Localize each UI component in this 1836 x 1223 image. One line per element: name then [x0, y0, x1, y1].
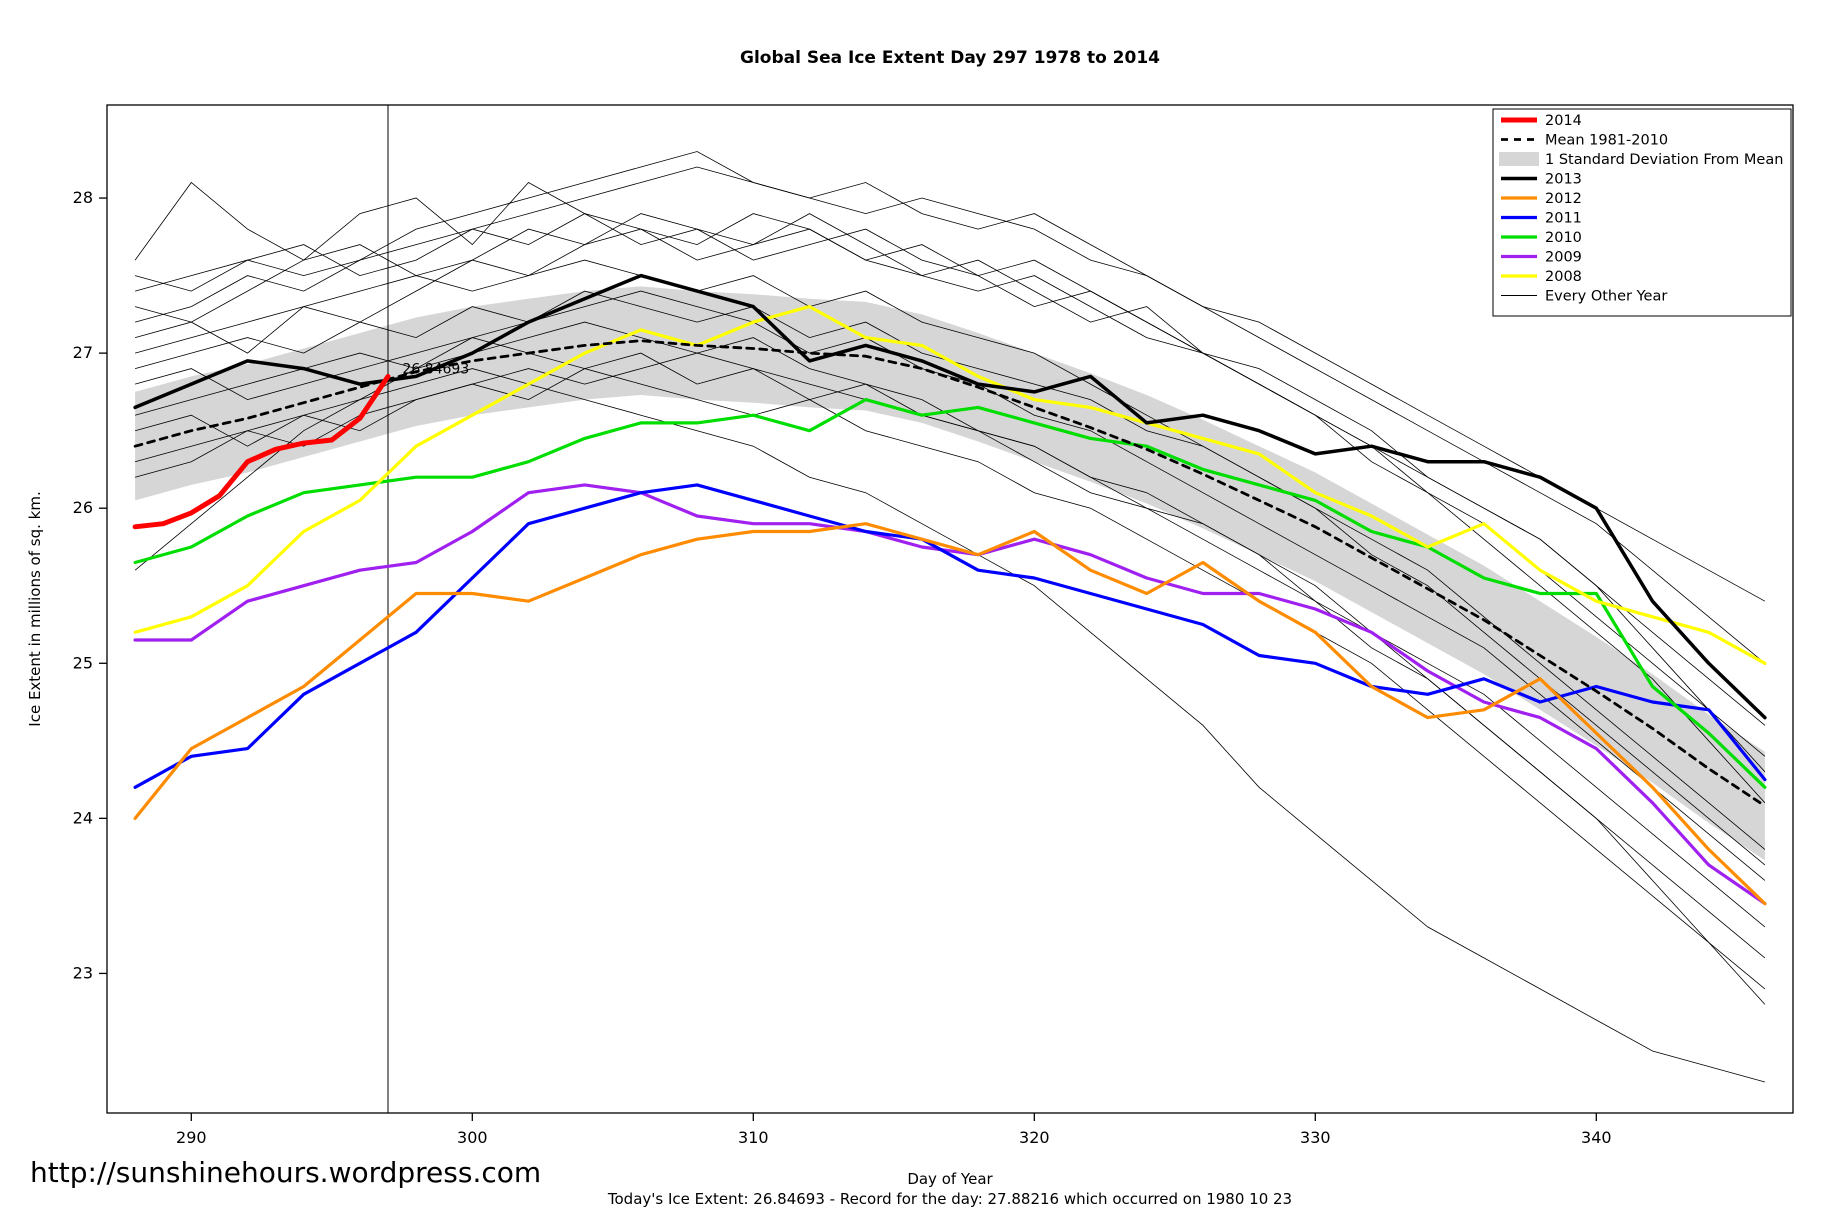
- other-year-line: [134, 290, 1766, 881]
- series-2012-line: [133, 522, 1767, 906]
- other-year-line: [134, 352, 1766, 959]
- x-tick-label: 330: [1300, 1128, 1331, 1147]
- other-year-line: [134, 368, 1766, 990]
- legend-label: 2014: [1545, 113, 1582, 129]
- legend-label: 2008: [1545, 269, 1582, 285]
- other-year-line: [134, 151, 1766, 602]
- legend-label: Mean 1981-2010: [1545, 133, 1668, 149]
- legend-box: [1492, 108, 1792, 317]
- x-tick-label: 300: [457, 1128, 488, 1147]
- y-tick-label: 24: [73, 808, 93, 827]
- other-year-line: [134, 259, 1766, 866]
- other-year-line: [134, 166, 1766, 664]
- y-tick-label: 23: [73, 963, 93, 982]
- x-tick-label: 290: [176, 1128, 207, 1147]
- std-dev-band: [135, 286, 1765, 861]
- legend-label: 1 Standard Deviation From Mean: [1545, 152, 1783, 168]
- legend-label: 2011: [1545, 211, 1582, 227]
- legend-label: 2010: [1545, 230, 1582, 246]
- x-tick-label: 310: [738, 1128, 769, 1147]
- series-2013-line: [133, 273, 1767, 720]
- series-mean-1981-2010-line: [133, 339, 1767, 808]
- other-year-line: [134, 181, 1766, 773]
- legend-label: 2012: [1545, 191, 1582, 207]
- current-value-label: 26.84693: [402, 361, 469, 377]
- other-year-line: [134, 213, 1766, 804]
- other-year-line: [134, 368, 1766, 1083]
- y-axis-title: Ice Extent in millions of sq. km.: [26, 491, 44, 726]
- chart-title: Global Sea Ice Extent Day 297 1978 to 20…: [740, 48, 1160, 68]
- y-tick-label: 26: [73, 498, 93, 517]
- y-tick-label: 27: [73, 343, 93, 362]
- legend-label: 2013: [1545, 172, 1582, 188]
- legend-label: Every Other Year: [1545, 289, 1667, 305]
- plot-area: 290 300 310 320 330 340 23 24 25 26 27 28 Ice Extent…: [26, 104, 1794, 1147]
- series-2010-line: [133, 398, 1767, 789]
- site-url-link[interactable]: http://sunshinehours.wordpress.com: [30, 1156, 542, 1189]
- series-2008-line: [133, 305, 1767, 665]
- legend: 2014 Mean 1981-2010 1 Standard Deviation F…: [1492, 108, 1792, 317]
- legend-swatch-box: [1499, 152, 1539, 166]
- footer-caption: Today's Ice Extent: 26.84693 - Record fo…: [607, 1190, 1293, 1208]
- y-tick-label: 28: [73, 188, 93, 207]
- x-axis-label: Day of Year: [907, 1170, 993, 1188]
- series-2014-line: [132, 373, 391, 530]
- legend-label: 2009: [1545, 250, 1582, 266]
- plot-frame: [106, 104, 1794, 1114]
- y-tick-label: 25: [73, 653, 93, 672]
- x-tick-label: 320: [1019, 1128, 1050, 1147]
- x-tick-label: 340: [1581, 1128, 1612, 1147]
- series-2011-line: [133, 483, 1767, 789]
